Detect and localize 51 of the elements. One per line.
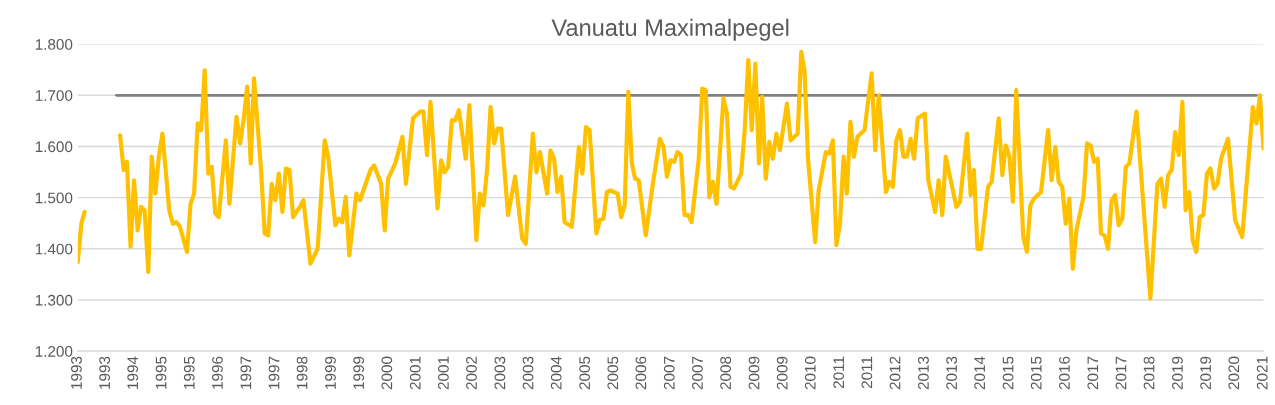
y-tick-label: 1.800 bbox=[35, 39, 73, 50]
x-tick-label: 2009 bbox=[748, 356, 760, 390]
x-tick-label: 2008 bbox=[720, 356, 732, 390]
y-tick-label: 1.400 bbox=[35, 243, 73, 255]
x-tick-label: 1995 bbox=[183, 356, 195, 389]
x-tick-label: 2019 bbox=[1200, 356, 1212, 390]
x-tick-label: 2001 bbox=[409, 356, 421, 390]
x-tick-label: 2005 bbox=[607, 356, 619, 390]
x-tick-label: 1997 bbox=[268, 356, 280, 389]
y-tick-label: 1.600 bbox=[35, 141, 73, 153]
x-tick-label: 1993 bbox=[99, 356, 111, 389]
x-tick-label: 2007 bbox=[663, 356, 675, 390]
x-tick-label: 2020 bbox=[1228, 356, 1240, 390]
x-tick-label: 2011 bbox=[833, 356, 845, 389]
y-tick-label: 1.500 bbox=[35, 192, 73, 204]
x-tick-label: 2014 bbox=[974, 356, 986, 390]
x-tick-label: 2015 bbox=[1030, 356, 1042, 390]
x-tick-label: 1998 bbox=[296, 356, 308, 389]
x-tick-label: 1994 bbox=[127, 356, 139, 389]
x-tick-label: 1999 bbox=[353, 356, 365, 389]
x-tick-label: 2012 bbox=[889, 356, 901, 390]
x-tick-label: 2017 bbox=[1087, 356, 1099, 390]
y-tick-label: 1.200 bbox=[35, 346, 73, 357]
y-tick-label: 1.300 bbox=[35, 294, 73, 306]
x-tick-label: 2004 bbox=[550, 356, 562, 390]
x-tick-label: 2013 bbox=[946, 356, 958, 390]
x-tick-label: 2016 bbox=[1059, 356, 1070, 390]
x-tick-label: 2019 bbox=[1172, 356, 1183, 390]
x-tick-label: 2001 bbox=[438, 356, 449, 390]
y-tick-label: 1.700 bbox=[35, 90, 73, 101]
x-tick-label: 1997 bbox=[240, 356, 252, 389]
x-tick-label: 2010 bbox=[804, 356, 816, 390]
x-tick-label: 2017 bbox=[1115, 356, 1127, 390]
chart-title: Vanuatu Maximalpegel bbox=[551, 18, 789, 41]
x-tick-label: 1993 bbox=[71, 356, 82, 389]
x-tick-label: 1999 bbox=[325, 356, 336, 389]
x-tick-label: 2006 bbox=[635, 356, 647, 390]
x-tick-label: 2003 bbox=[522, 356, 534, 390]
x-tick-label: 2011 bbox=[861, 356, 873, 389]
x-tick-label: 2009 bbox=[776, 356, 788, 390]
x-tick-label: 2021 bbox=[1256, 356, 1268, 390]
x-tick-label: 2018 bbox=[1143, 356, 1155, 390]
x-tick-label: 2007 bbox=[692, 356, 703, 390]
x-tick-label: 2005 bbox=[579, 356, 591, 390]
x-tick-label: 2003 bbox=[494, 356, 506, 390]
x-tick-label: 1996 bbox=[212, 356, 223, 389]
x-tick-label: 2002 bbox=[466, 356, 477, 390]
x-tick-label: 2015 bbox=[1002, 356, 1014, 390]
x-tick-label: 2000 bbox=[381, 356, 393, 390]
x-tick-label: 2013 bbox=[918, 356, 929, 390]
x-tick-label: 1995 bbox=[155, 356, 167, 389]
